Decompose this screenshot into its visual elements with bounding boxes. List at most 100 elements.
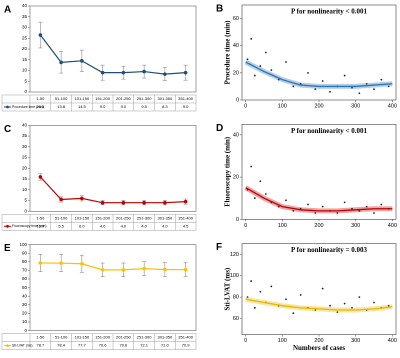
scatter-point xyxy=(285,61,287,63)
scatter-point xyxy=(277,205,280,208)
point xyxy=(121,200,126,205)
scatter-point xyxy=(365,82,368,85)
table-value: 16.0 xyxy=(36,223,45,228)
table-value: 77.7 xyxy=(78,343,87,348)
scatter-point xyxy=(253,306,256,309)
annotation: P for nonlinearity = 0.003 xyxy=(291,246,367,254)
point xyxy=(100,268,105,272)
panel-label: A xyxy=(4,5,11,16)
point xyxy=(183,267,188,272)
table-value: 8.3 xyxy=(162,104,168,109)
scatter-point xyxy=(314,212,317,214)
scatter-point xyxy=(336,212,339,214)
point xyxy=(163,267,167,272)
y-tick-label: 60 xyxy=(233,316,239,322)
y-tick-label: 60 xyxy=(233,16,239,22)
scatter-point xyxy=(358,209,361,212)
scatter-point xyxy=(246,58,249,61)
category-label: 151-200 xyxy=(95,215,110,220)
table-value: 14.5 xyxy=(78,104,87,109)
panel-label: C xyxy=(4,124,11,135)
y-tick-label: 40 xyxy=(233,43,239,49)
x-tick-label: 300 xyxy=(351,223,360,229)
scatter-point xyxy=(351,306,353,309)
scatter-point xyxy=(358,92,361,95)
scatter-point xyxy=(387,85,390,88)
legend-marker xyxy=(6,344,9,347)
y-tick-label: 0 xyxy=(236,97,239,103)
point xyxy=(163,200,167,205)
table-value: 70.6 xyxy=(119,343,128,348)
point xyxy=(142,69,146,74)
point xyxy=(121,70,126,75)
point xyxy=(163,72,167,76)
point xyxy=(59,261,63,265)
y-tick-label: 40 xyxy=(22,3,28,8)
scatter-point xyxy=(321,80,324,82)
scatter-point xyxy=(365,205,368,208)
plot-bg xyxy=(241,124,397,220)
point xyxy=(80,59,84,63)
category-label: 101-150 xyxy=(75,96,90,101)
table-value: 78.4 xyxy=(57,343,66,348)
scatter-point xyxy=(380,78,383,81)
category-label: 101-150 xyxy=(75,335,90,340)
category-label: 201-250 xyxy=(116,96,131,101)
y-tick-label: 0 xyxy=(24,208,27,213)
table-value: 70.6 xyxy=(99,343,108,348)
y-tick-label: 40 xyxy=(22,293,28,298)
legend-marker xyxy=(6,105,9,109)
y-tick-label: 5 xyxy=(24,198,27,203)
scatter-point xyxy=(253,74,256,77)
y-tick-label: 60 xyxy=(22,276,28,281)
scatter-point xyxy=(259,290,262,293)
point xyxy=(183,199,188,204)
category-label: 251-300 xyxy=(137,215,152,220)
table-value: 6.0 xyxy=(79,223,85,228)
scatter-point xyxy=(299,82,302,85)
y-tick-label: 35 xyxy=(22,14,28,19)
scatter-point xyxy=(250,165,253,168)
category-label: 201-250 xyxy=(116,215,131,220)
panel-label: D xyxy=(216,123,223,134)
category-label: 351-400 xyxy=(178,215,193,220)
series-line xyxy=(40,262,186,271)
category-label: 1-50 xyxy=(36,335,45,340)
x-tick-label: 400 xyxy=(388,338,397,344)
y-tick-label: 30 xyxy=(22,302,28,307)
point xyxy=(80,196,84,201)
y-axis-title: Procedure time (min) xyxy=(224,20,232,85)
scatter-point xyxy=(351,207,353,210)
scatter-point xyxy=(270,285,273,288)
table-value: 9.5 xyxy=(141,104,147,109)
panel-label: B xyxy=(216,4,223,15)
scatter-point xyxy=(264,193,267,195)
table-value: 5.5 xyxy=(58,223,64,228)
point xyxy=(142,200,146,205)
y-tick-label: 100 xyxy=(19,242,27,247)
scatter-point xyxy=(373,301,375,304)
table-value: 78.7 xyxy=(36,343,45,348)
y-tick-label: 15 xyxy=(22,176,28,181)
y-tick-label: 20 xyxy=(22,311,28,316)
y-tick-label: 20 xyxy=(22,165,28,170)
scatter-point xyxy=(358,296,361,299)
y-tick-label: 20 xyxy=(233,175,239,181)
annotation: P for nonlinearity < 0.001 xyxy=(291,8,367,16)
y-tick-label: 40 xyxy=(233,132,239,138)
x-tick-label: 100 xyxy=(278,338,287,344)
y-tick-label: 25 xyxy=(22,35,28,40)
y-axis-title: Sti-LVAT (ms) xyxy=(224,267,232,310)
category-label: 301-350 xyxy=(158,335,173,340)
scatter-point xyxy=(259,65,262,67)
category-label: 301-350 xyxy=(158,215,173,220)
category-label: 51-100 xyxy=(55,215,68,220)
table-value: 9.0 xyxy=(183,104,189,109)
table-value: 70.9 xyxy=(182,343,191,348)
x-tick-label: 200 xyxy=(314,338,323,344)
category-label: 151-200 xyxy=(95,335,110,340)
plot-frame xyxy=(29,5,197,93)
y-tick-label: 25 xyxy=(22,155,28,160)
y-tick-label: 20 xyxy=(233,70,239,76)
